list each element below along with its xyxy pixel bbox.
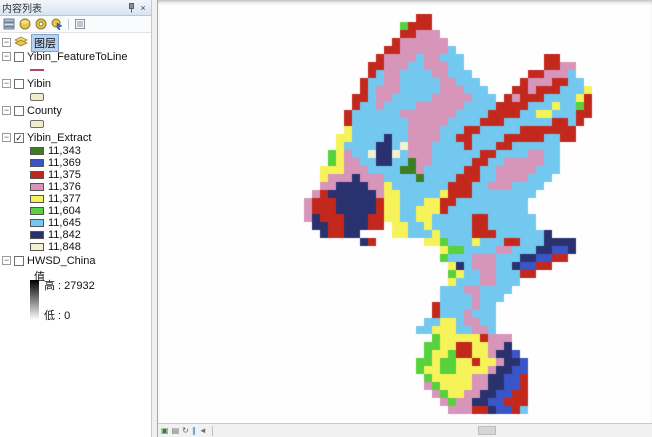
- back-button[interactable]: ◄: [198, 425, 207, 435]
- legend-class-label: 11,369: [48, 157, 81, 169]
- expander-icon[interactable]: −: [2, 105, 11, 115]
- layer-label[interactable]: County: [27, 104, 62, 117]
- expander-icon[interactable]: −: [2, 37, 11, 47]
- line-symbol[interactable]: [30, 69, 44, 71]
- layer-row-county[interactable]: − County: [2, 104, 151, 117]
- layer-label[interactable]: Yibin_Extract: [27, 131, 92, 144]
- list-by-selection-icon[interactable]: [50, 18, 64, 31]
- stretch-symbol-block: 值高 : 27932 低 : 0: [30, 268, 151, 323]
- layers-container: − Yibin_FeatureToLine − Yibin − County − ✓ Yibin…: [0, 50, 151, 323]
- data-frame-label[interactable]: 图层: [31, 33, 59, 52]
- panel-title: 内容列表: [2, 4, 42, 15]
- refresh-button[interactable]: ↻: [182, 425, 189, 435]
- toc-tree: − 图层 − Yibin_FeatureToLine − Yibin − County − ✓…: [0, 33, 151, 323]
- legend-class-row: 11,604: [30, 205, 151, 217]
- view-toggle-buttons: ▣ ▤ ↻ ∥ ◄: [158, 426, 210, 436]
- layer-checkbox[interactable]: [14, 51, 24, 62]
- legend-class-label: 11,848: [48, 241, 81, 253]
- legend-class-label: 11,377: [48, 193, 81, 205]
- toc-toolbar: [0, 16, 151, 33]
- stretch-high-label: 高 : 27932: [44, 280, 95, 292]
- legend-swatch[interactable]: [30, 147, 44, 155]
- layer-checkbox[interactable]: [14, 78, 24, 89]
- layer-checkbox[interactable]: ✓: [14, 132, 24, 143]
- stretch-body: 高 : 27932 低 : 0: [30, 280, 151, 323]
- stretch-value-label: 值: [34, 271, 45, 283]
- legend-swatch[interactable]: [30, 159, 44, 167]
- layer-symbol-row: [30, 118, 151, 130]
- scrollbar-track[interactable]: [215, 424, 652, 437]
- list-by-visibility-icon[interactable]: [34, 18, 48, 31]
- map-canvas[interactable]: [158, 0, 652, 423]
- toolbar-separator: [68, 18, 69, 30]
- data-frame-icon: [14, 35, 28, 50]
- legend-swatch[interactable]: [30, 183, 44, 191]
- toc-titlebar: 内容列表 ×: [0, 0, 151, 16]
- legend-class-label: 11,842: [48, 229, 81, 241]
- polygon-symbol[interactable]: [30, 120, 44, 128]
- scrollbar-thumb[interactable]: [477, 426, 496, 435]
- expander-icon[interactable]: −: [2, 51, 11, 61]
- legend-class-row: 11,645: [30, 217, 151, 229]
- stretch-low-label: 低 : 0: [44, 310, 71, 322]
- statusbar-separator: [211, 425, 213, 436]
- expander-icon[interactable]: −: [2, 132, 11, 142]
- layer-row-yibin[interactable]: − Yibin: [2, 77, 151, 90]
- legend-class-label: 11,343: [48, 145, 81, 157]
- legend-class-label: 11,375: [48, 169, 81, 181]
- layer-symbol-row: [30, 64, 151, 76]
- legend-swatch[interactable]: [30, 171, 44, 179]
- legend-class-row: 11,343: [30, 145, 151, 157]
- legend-class-label: 11,604: [48, 205, 81, 217]
- polygon-symbol[interactable]: [30, 93, 44, 101]
- list-by-source-icon[interactable]: [18, 18, 32, 31]
- legend-class-row: 11,375: [30, 169, 151, 181]
- map-horizontal-scrollbar: ▣ ▤ ↻ ∥ ◄: [158, 423, 652, 437]
- layer-label[interactable]: Yibin_FeatureToLine: [27, 50, 128, 63]
- legend-class-row: 11,369: [30, 157, 151, 169]
- close-icon[interactable]: ×: [140, 2, 146, 13]
- data-view-button[interactable]: ▣: [161, 425, 169, 435]
- layer-label[interactable]: Yibin: [27, 77, 52, 90]
- layer-checkbox[interactable]: [14, 105, 24, 116]
- layer-row-yibin_extract[interactable]: − ✓ Yibin_Extract: [2, 131, 151, 144]
- layer-row-yibin_featuretoline[interactable]: − Yibin_FeatureToLine: [2, 50, 151, 63]
- legend-class-row: 11,377: [30, 193, 151, 205]
- layer-checkbox[interactable]: [14, 255, 24, 266]
- layout-view-button[interactable]: ▤: [171, 425, 180, 435]
- legend-swatch[interactable]: [30, 231, 44, 239]
- expander-icon[interactable]: −: [2, 78, 11, 88]
- pin-icon[interactable]: [125, 2, 137, 13]
- legend-class-label: 11,376: [48, 181, 81, 193]
- legend-swatch[interactable]: [30, 195, 44, 203]
- legend-swatch[interactable]: [30, 243, 44, 251]
- pause-button[interactable]: ∥: [191, 425, 196, 435]
- list-by-drawing-order-icon[interactable]: [2, 18, 16, 31]
- layer-row-hwsd_china[interactable]: − HWSD_China: [2, 254, 151, 267]
- panel-splitter[interactable]: [151, 0, 158, 437]
- data-frame-row[interactable]: − 图层: [2, 33, 151, 52]
- stretch-gradient-bar: [30, 280, 39, 320]
- layer-label[interactable]: HWSD_China: [27, 254, 96, 267]
- expander-icon[interactable]: −: [2, 255, 11, 265]
- table-of-contents-panel: 内容列表 × −: [0, 0, 151, 437]
- options-icon[interactable]: [73, 18, 87, 31]
- legend-class-row: 11,842: [30, 229, 151, 241]
- legend-swatch[interactable]: [30, 207, 44, 215]
- legend-class-row: 11,376: [30, 181, 151, 193]
- legend-class-row: 11,848: [30, 241, 151, 253]
- legend-swatch[interactable]: [30, 219, 44, 227]
- legend-class-label: 11,645: [48, 217, 81, 229]
- stretch-labels: 高 : 27932 低 : 0: [44, 277, 95, 323]
- layer-symbol-row: [30, 91, 151, 103]
- map-view[interactable]: [158, 0, 652, 423]
